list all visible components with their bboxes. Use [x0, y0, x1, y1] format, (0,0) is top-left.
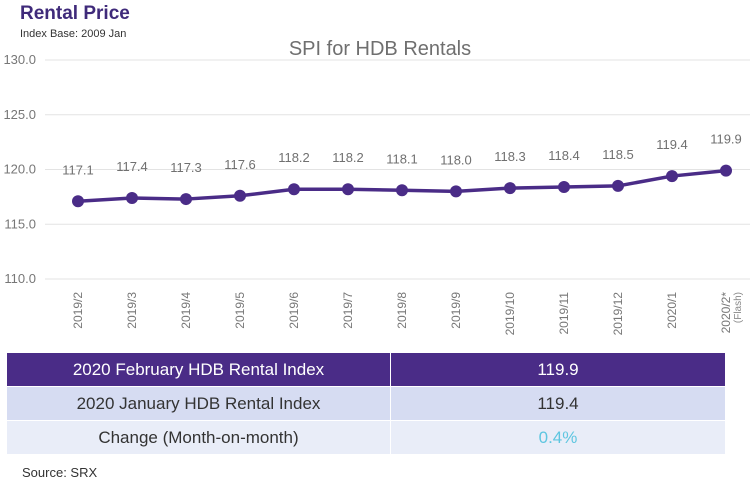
x-tick-label: 2019/8 — [395, 292, 409, 329]
table-cell-value: 119.9 — [390, 352, 726, 387]
table-cell-label: Change (Month-on-month) — [6, 420, 391, 455]
data-label: 117.4 — [116, 159, 148, 174]
data-label: 118.2 — [332, 150, 364, 165]
data-label: 117.3 — [170, 160, 202, 175]
x-tick-label: 2019/4 — [179, 292, 193, 329]
table-row-change: Change (Month-on-month) 0.4% — [6, 420, 726, 455]
data-label: 117.1 — [62, 162, 94, 177]
table-row-january: 2020 January HDB Rental Index 119.4 — [6, 386, 726, 421]
line-chart: SPI for HDB Rentals 130.0 125.0 120.0 115.0 1… — [3, 38, 750, 336]
header-title: Rental Price — [20, 3, 130, 24]
y-tick-label: 125.0 — [3, 107, 36, 122]
data-label: 119.9 — [710, 132, 742, 147]
x-tick-label: 2019/12 — [611, 292, 625, 336]
x-tick-label: 2019/10 — [503, 292, 517, 336]
data-point — [234, 189, 246, 202]
chart-title: SPI for HDB Rentals — [289, 38, 471, 60]
data-point — [666, 170, 678, 183]
y-tick-label: 120.0 — [3, 162, 36, 177]
y-tick-label: 115.0 — [4, 216, 36, 231]
x-tick-label: 2019/9 — [449, 292, 463, 329]
x-tick-note: (Flash) — [733, 292, 744, 323]
data-label: 117.6 — [224, 157, 256, 172]
data-point — [396, 184, 408, 197]
x-tick-label: 2020/2* — [719, 292, 733, 334]
x-tick-label: 2019/3 — [125, 292, 139, 329]
data-point — [180, 193, 192, 206]
data-point — [72, 195, 84, 208]
data-label: 118.5 — [602, 147, 634, 162]
index-base-subtitle: Index Base: 2009 Jan — [20, 28, 127, 40]
x-tick-label: 2019/7 — [341, 292, 355, 329]
rental-index-table: 2020 February HDB Rental Index 119.9 202… — [6, 352, 726, 455]
x-tick-label: 2019/6 — [287, 292, 301, 329]
data-point — [342, 183, 354, 196]
table-cell-value: 119.4 — [390, 386, 726, 421]
data-label: 118.2 — [278, 150, 310, 165]
y-tick-label: 110.0 — [4, 271, 36, 286]
data-point — [612, 179, 624, 192]
data-label: 118.4 — [548, 148, 580, 163]
table-cell-label: 2020 February HDB Rental Index — [6, 352, 391, 387]
data-point — [288, 183, 300, 196]
data-point — [558, 181, 570, 194]
data-point — [450, 185, 462, 198]
table-cell-label: 2020 January HDB Rental Index — [6, 386, 391, 421]
data-label: 119.4 — [656, 137, 688, 152]
data-label: 118.0 — [440, 152, 472, 167]
source-note: Source: SRX — [22, 465, 98, 480]
y-tick-label: 130.0 — [3, 52, 36, 67]
data-label: 118.1 — [386, 151, 418, 166]
data-point — [720, 164, 732, 177]
table-row-february: 2020 February HDB Rental Index 119.9 — [6, 352, 726, 387]
x-tick-label: 2019/2 — [71, 292, 85, 329]
x-tick-label: 2020/1 — [665, 292, 679, 329]
table-cell-change-value: 0.4% — [390, 420, 726, 455]
data-point — [126, 191, 138, 204]
x-tick-label: 2019/11 — [557, 292, 571, 335]
x-tick-label: 2019/5 — [233, 292, 247, 329]
data-point — [504, 182, 516, 195]
data-label: 118.3 — [494, 149, 526, 164]
